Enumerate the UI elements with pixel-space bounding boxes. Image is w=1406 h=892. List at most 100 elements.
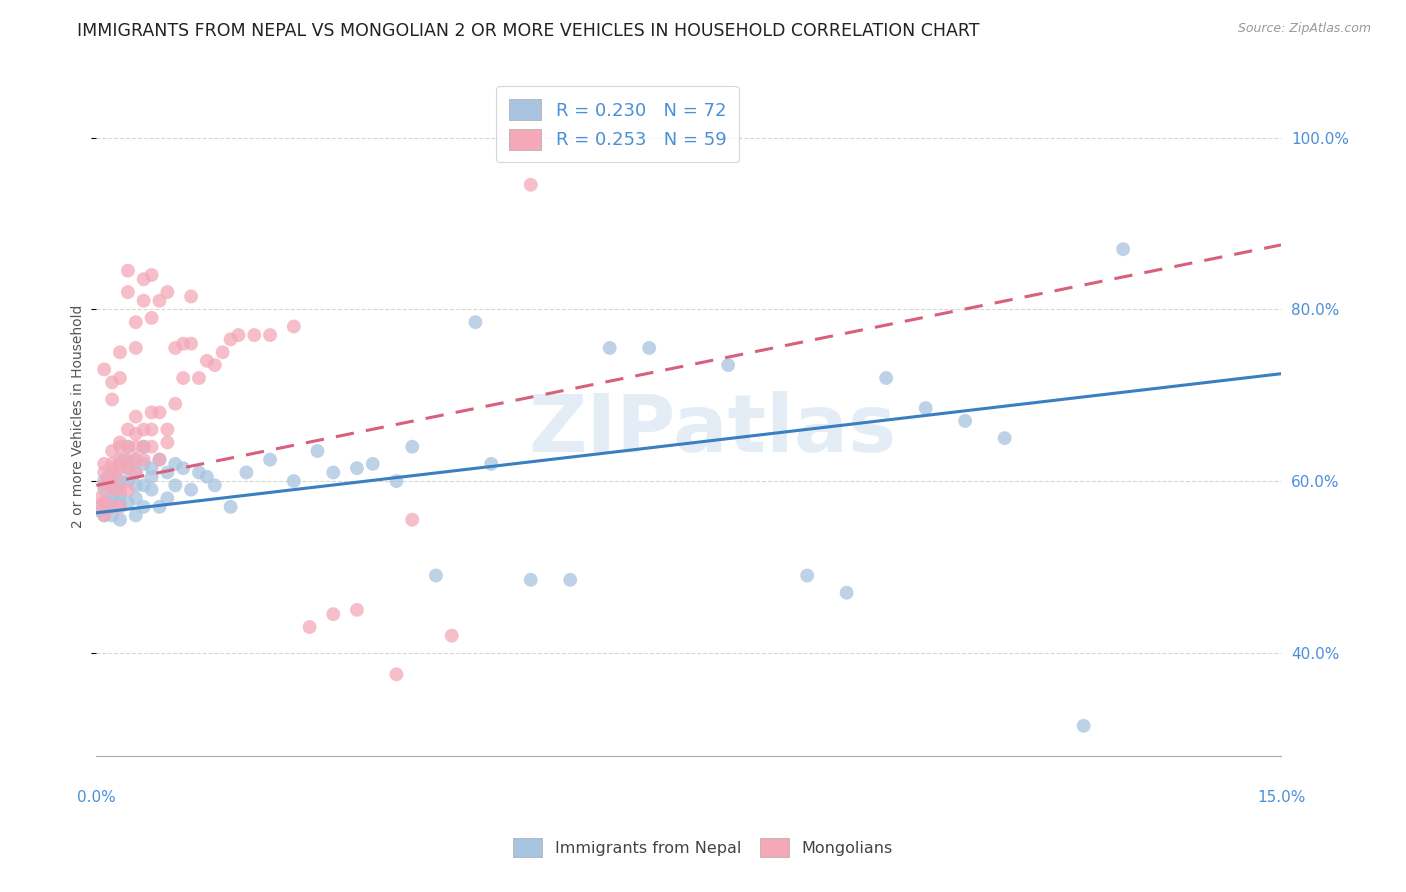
Point xyxy=(835,585,858,599)
Point xyxy=(125,466,148,480)
Point xyxy=(125,452,148,467)
Point xyxy=(283,474,305,488)
Point xyxy=(101,466,124,480)
Point xyxy=(117,461,139,475)
Point xyxy=(165,457,187,471)
Point xyxy=(97,495,120,509)
Point xyxy=(204,478,226,492)
Point xyxy=(101,491,124,506)
Point xyxy=(93,474,115,488)
Point xyxy=(141,310,163,325)
Point xyxy=(93,466,115,480)
Point xyxy=(1112,242,1135,256)
Point xyxy=(148,452,170,467)
Point xyxy=(219,332,242,346)
Point xyxy=(148,500,170,514)
Point xyxy=(385,474,408,488)
Point xyxy=(385,667,408,681)
Point xyxy=(560,573,582,587)
Point xyxy=(132,423,155,437)
Point xyxy=(243,328,266,343)
Point xyxy=(172,371,194,385)
Point xyxy=(108,495,131,509)
Point xyxy=(172,336,194,351)
Point xyxy=(89,491,111,506)
Point xyxy=(132,440,155,454)
Point xyxy=(101,483,124,497)
Point xyxy=(180,483,202,497)
Point xyxy=(108,440,131,454)
Point xyxy=(125,466,148,480)
Text: IMMIGRANTS FROM NEPAL VS MONGOLIAN 2 OR MORE VEHICLES IN HOUSEHOLD CORRELATION C: IMMIGRANTS FROM NEPAL VS MONGOLIAN 2 OR … xyxy=(77,22,980,40)
Point xyxy=(479,457,502,471)
Point xyxy=(108,457,131,471)
Point xyxy=(172,461,194,475)
Point xyxy=(101,500,124,514)
Point xyxy=(638,341,661,355)
Point xyxy=(425,568,447,582)
Point xyxy=(105,483,128,497)
Point xyxy=(141,268,163,282)
Point xyxy=(519,573,541,587)
Point xyxy=(156,285,179,300)
Point xyxy=(132,272,155,286)
Point xyxy=(108,452,131,467)
Point xyxy=(132,457,155,471)
Point xyxy=(235,466,257,480)
Point xyxy=(440,629,463,643)
Point xyxy=(117,423,139,437)
Point xyxy=(519,178,541,192)
Point xyxy=(132,293,155,308)
Point xyxy=(132,478,155,492)
Point xyxy=(93,495,115,509)
Point xyxy=(101,500,124,514)
Point xyxy=(228,328,250,343)
Point xyxy=(156,466,179,480)
Point xyxy=(156,435,179,450)
Point xyxy=(188,466,211,480)
Point xyxy=(117,263,139,277)
Point xyxy=(108,435,131,450)
Point xyxy=(125,491,148,506)
Point xyxy=(117,285,139,300)
Legend: R = 0.230   N = 72, R = 0.253   N = 59: R = 0.230 N = 72, R = 0.253 N = 59 xyxy=(496,87,740,162)
Point xyxy=(180,336,202,351)
Point xyxy=(298,620,321,634)
Point xyxy=(165,341,187,355)
Point xyxy=(125,409,148,424)
Point xyxy=(108,345,131,359)
Point xyxy=(156,491,179,506)
Point xyxy=(117,440,139,454)
Point xyxy=(93,508,115,523)
Point xyxy=(165,397,187,411)
Point xyxy=(101,508,124,523)
Point xyxy=(259,452,281,467)
Point xyxy=(117,495,139,509)
Point xyxy=(953,414,976,428)
Point xyxy=(125,315,148,329)
Point xyxy=(283,319,305,334)
Point xyxy=(148,293,170,308)
Point xyxy=(108,500,131,514)
Point xyxy=(141,405,163,419)
Point xyxy=(87,500,110,514)
Point xyxy=(141,440,163,454)
Text: ZIPatlas: ZIPatlas xyxy=(529,392,897,469)
Point xyxy=(361,457,384,471)
Point xyxy=(93,478,115,492)
Point xyxy=(1073,719,1095,733)
Point xyxy=(165,478,187,492)
Text: 0.0%: 0.0% xyxy=(77,790,115,805)
Point xyxy=(195,354,218,368)
Point xyxy=(125,440,148,454)
Point xyxy=(141,461,163,475)
Point xyxy=(195,469,218,483)
Point xyxy=(93,495,115,509)
Point xyxy=(117,483,139,497)
Point xyxy=(132,440,155,454)
Point xyxy=(259,328,281,343)
Point xyxy=(307,444,329,458)
Point xyxy=(204,358,226,372)
Point xyxy=(914,401,936,415)
Legend: Immigrants from Nepal, Mongolians: Immigrants from Nepal, Mongolians xyxy=(503,829,903,866)
